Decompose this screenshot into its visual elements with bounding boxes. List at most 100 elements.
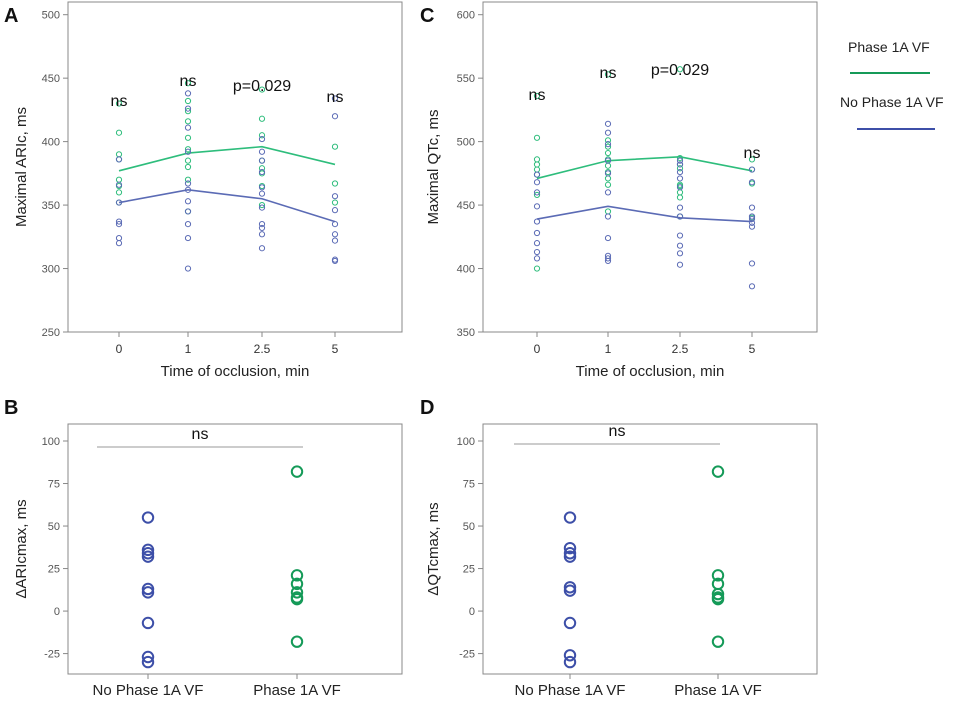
data-point — [604, 157, 612, 164]
chart-panel-d: -25 0 25 50 75 100 No Phase 1A VF Phase 1A VF ΔQ… — [425, 423, 818, 699]
x-axis-label: Time of occlusion, min — [161, 363, 310, 380]
data-point — [290, 635, 304, 648]
data-point — [258, 184, 266, 191]
x-tick-label: 2.5 — [672, 342, 689, 356]
data-point — [533, 171, 541, 178]
data-point — [604, 141, 612, 148]
y-tick-label: 300 — [42, 264, 60, 276]
y-tick-label: -25 — [44, 649, 60, 661]
data-point — [184, 198, 192, 205]
data-point — [676, 194, 684, 201]
data-point — [533, 265, 541, 272]
data-point — [604, 137, 612, 144]
data-point — [184, 118, 192, 125]
data-point — [533, 229, 541, 237]
y-tick-label: 0 — [54, 606, 60, 618]
data-point — [331, 180, 339, 187]
data-point — [748, 179, 756, 186]
data-point — [184, 180, 192, 187]
data-point — [290, 465, 304, 478]
y-tick-label: 550 — [457, 73, 475, 85]
y-tick-label: 0 — [469, 606, 475, 618]
x-tick-label: 0 — [534, 342, 541, 356]
significance-label: p=0.029 — [651, 62, 709, 79]
data-point — [184, 97, 192, 105]
data-point — [184, 90, 192, 97]
mean-line-phase — [118, 145, 336, 172]
data-point — [563, 541, 577, 555]
chart-panel-a: 250 300 350 400 450 500 0 1 2.5 5 Time of occlusio… — [13, 1, 403, 380]
data-point — [604, 255, 612, 262]
y-axis-label: Maximal ARIc, ms — [13, 107, 30, 227]
data-point — [748, 213, 756, 220]
legend-label-phase: Phase 1A VF — [848, 39, 930, 55]
data-point — [184, 108, 192, 115]
data-point — [533, 240, 541, 247]
mean-line-phase — [536, 156, 753, 180]
data-point — [184, 234, 192, 242]
data-point — [258, 157, 266, 164]
legend: Phase 1A VF No Phase 1A VF — [840, 39, 944, 130]
y-tick-label: 250 — [42, 327, 60, 339]
data-point — [604, 213, 612, 220]
x-tick-label: 5 — [749, 342, 756, 356]
data-point — [563, 511, 577, 524]
data-point — [141, 550, 155, 563]
data-point — [748, 283, 756, 290]
data-point — [258, 115, 266, 122]
data-point — [533, 134, 541, 141]
mean-line-nophase — [536, 205, 753, 223]
y-tick-label: 75 — [48, 479, 60, 491]
data-point — [676, 261, 684, 268]
y-tick-label: -25 — [459, 649, 475, 661]
data-point — [533, 189, 541, 196]
data-point — [184, 124, 192, 131]
data-point — [331, 143, 339, 150]
data-point — [141, 547, 155, 560]
data-point — [331, 207, 339, 214]
data-point — [563, 550, 577, 563]
data-point — [533, 179, 541, 186]
data-point — [258, 190, 266, 197]
data-point — [290, 592, 304, 606]
data-point — [141, 511, 155, 524]
data-point — [533, 218, 541, 225]
data-point — [533, 248, 541, 256]
data-point — [141, 543, 155, 557]
y-tick-label: 600 — [457, 10, 475, 22]
data-point — [331, 257, 339, 265]
data-point — [748, 260, 756, 267]
significance-label: ns — [111, 93, 128, 110]
data-point — [711, 465, 725, 478]
data-point — [676, 155, 684, 162]
data-point — [184, 134, 192, 141]
data-point — [604, 234, 612, 242]
data-point — [331, 221, 339, 228]
data-point — [115, 189, 123, 196]
data-point — [563, 584, 577, 597]
data-point — [290, 569, 304, 582]
data-point — [115, 199, 123, 206]
significance-label: ns — [529, 87, 546, 104]
data-point — [290, 577, 304, 591]
data-point — [676, 157, 684, 164]
data-point — [533, 203, 541, 210]
y-axis-label: ΔARIcmax, ms — [13, 499, 30, 598]
data-point — [676, 184, 684, 191]
data-point — [115, 181, 123, 188]
data-point — [604, 181, 612, 188]
data-point — [676, 204, 684, 211]
data-point — [184, 176, 192, 183]
significance-label: ns — [744, 145, 761, 162]
data-point — [184, 148, 192, 155]
data-point — [711, 592, 725, 606]
y-tick-label: 350 — [42, 200, 60, 212]
data-point — [748, 156, 756, 163]
data-point — [676, 165, 684, 172]
data-point — [331, 193, 339, 200]
x-tick-label: 0 — [116, 342, 123, 356]
data-point — [604, 71, 612, 78]
data-point — [748, 215, 756, 223]
panel-letter-c: C — [420, 5, 434, 27]
data-point — [533, 92, 541, 100]
